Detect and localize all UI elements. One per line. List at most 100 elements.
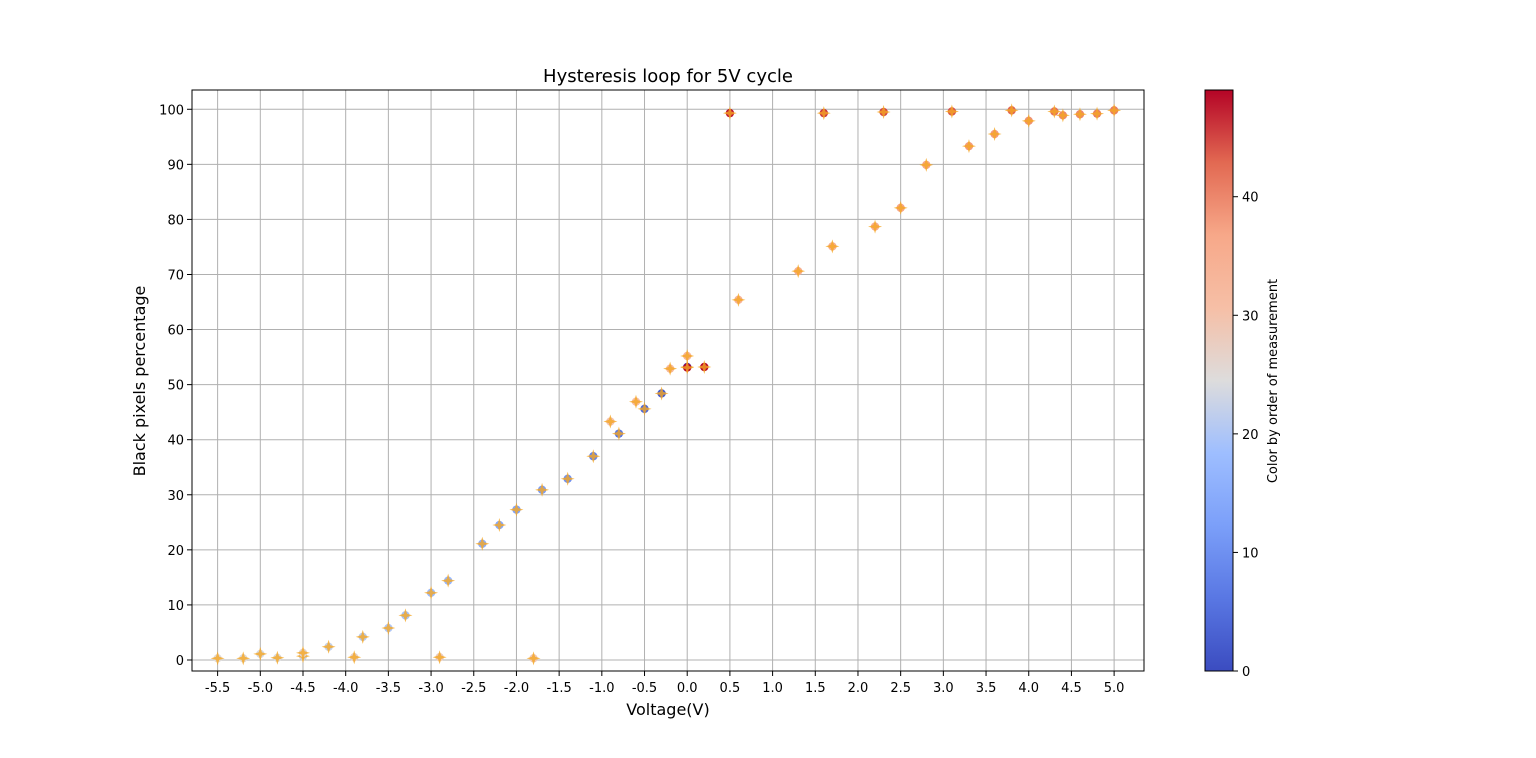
data-point (876, 105, 891, 120)
x-tick-label: -2.5 (461, 681, 486, 696)
point-star-marker (722, 106, 737, 121)
data-point (603, 414, 618, 429)
colorbar-tick-label: 0 (1242, 665, 1250, 680)
point-star-marker (961, 139, 976, 154)
colorbar-tick-label: 10 (1242, 546, 1259, 561)
point-star-marker (347, 650, 362, 665)
point-star-marker (424, 585, 439, 600)
x-tick-label: 4.0 (1018, 681, 1039, 696)
data-point (253, 646, 268, 661)
point-star-marker (321, 639, 336, 654)
colorbar-gradient (1204, 89, 1234, 672)
y-tick-label: 70 (167, 268, 184, 283)
point-star-marker (253, 646, 268, 661)
data-point (697, 360, 712, 375)
data-point (1072, 107, 1087, 122)
point-star-marker (586, 449, 601, 464)
y-tick-label: 0 (176, 654, 184, 669)
point-star-marker (637, 401, 652, 416)
data-point (1047, 104, 1062, 119)
colorbar-tick-label: 40 (1242, 191, 1259, 206)
point-star-marker (270, 650, 285, 665)
point-star-marker (893, 200, 908, 215)
colorbar-tick-label: 20 (1242, 428, 1259, 443)
data-point (236, 651, 251, 666)
point-star-marker (603, 414, 618, 429)
data-point (680, 360, 695, 375)
y-tick-label: 30 (167, 489, 184, 504)
data-point (919, 157, 934, 172)
point-star-marker (526, 651, 541, 666)
point-star-marker (398, 608, 413, 623)
data-point (441, 573, 456, 588)
x-tick-label: -5.0 (248, 681, 273, 696)
y-axis-ticks: 0 10 20 30 40 50 60 70 80 90 100 (159, 103, 192, 669)
x-tick-label: 3.5 (976, 681, 997, 696)
data-point (509, 502, 524, 517)
data-point (492, 518, 507, 533)
point-star-marker (441, 573, 456, 588)
point-star-marker (816, 106, 831, 121)
data-point (1021, 113, 1036, 128)
x-tick-label: 5.0 (1104, 681, 1125, 696)
point-star-marker (535, 482, 550, 497)
x-tick-label: 2.0 (848, 681, 869, 696)
data-point (321, 639, 336, 654)
point-star-marker (611, 426, 626, 441)
point-star-marker (628, 394, 643, 409)
x-tick-label: 4.5 (1061, 681, 1082, 696)
point-star-marker (1055, 108, 1070, 123)
data-point (611, 426, 626, 441)
x-tick-label: -1.0 (589, 681, 614, 696)
x-tick-label: -4.5 (290, 681, 315, 696)
data-point (270, 650, 285, 665)
point-star-marker (697, 360, 712, 375)
point-star-marker (654, 386, 669, 401)
chart-title: Hysteresis loop for 5V cycle (543, 66, 793, 87)
point-star-marker (355, 629, 370, 644)
x-tick-label: 0.0 (677, 681, 698, 696)
y-tick-label: 60 (167, 324, 184, 339)
data-point (731, 292, 746, 307)
data-point (475, 536, 490, 551)
x-tick-label: -0.5 (632, 681, 657, 696)
data-point (1090, 106, 1105, 121)
point-star-marker (1021, 113, 1036, 128)
y-axis-label: Black pixels percentage (130, 286, 149, 477)
y-tick-label: 20 (167, 544, 184, 559)
point-star-marker (876, 105, 891, 120)
y-tick-label: 40 (167, 434, 184, 449)
data-point (535, 482, 550, 497)
data-point (637, 401, 652, 416)
data-point (1004, 103, 1019, 118)
data-point (944, 104, 959, 119)
x-tick-label: 1.5 (805, 681, 826, 696)
point-star-marker (944, 104, 959, 119)
data-point (1055, 108, 1070, 123)
point-star-marker (868, 219, 883, 234)
colorbar-label: Color by order of measurement (1266, 279, 1281, 483)
colorbar: 0 10 20 30 40 Color by order of measurement (1204, 89, 1281, 680)
point-star-marker (432, 650, 447, 665)
x-tick-label: -5.5 (205, 681, 230, 696)
point-star-marker (210, 651, 225, 666)
colorbar-ticks: 0 10 20 30 40 (1233, 191, 1259, 680)
data-point (424, 585, 439, 600)
data-point (628, 394, 643, 409)
point-star-marker (560, 471, 575, 486)
data-point (398, 608, 413, 623)
data-point (791, 264, 806, 279)
data-point (663, 361, 678, 376)
data-point (680, 348, 695, 363)
point-star-marker (825, 239, 840, 254)
point-star-marker (1090, 106, 1105, 121)
y-tick-label: 100 (159, 103, 184, 118)
y-tick-label: 80 (167, 213, 184, 228)
x-tick-label: 3.0 (933, 681, 954, 696)
data-point (432, 650, 447, 665)
data-point (722, 106, 737, 121)
point-star-marker (663, 361, 678, 376)
point-star-marker (295, 645, 310, 660)
data-point (347, 650, 362, 665)
